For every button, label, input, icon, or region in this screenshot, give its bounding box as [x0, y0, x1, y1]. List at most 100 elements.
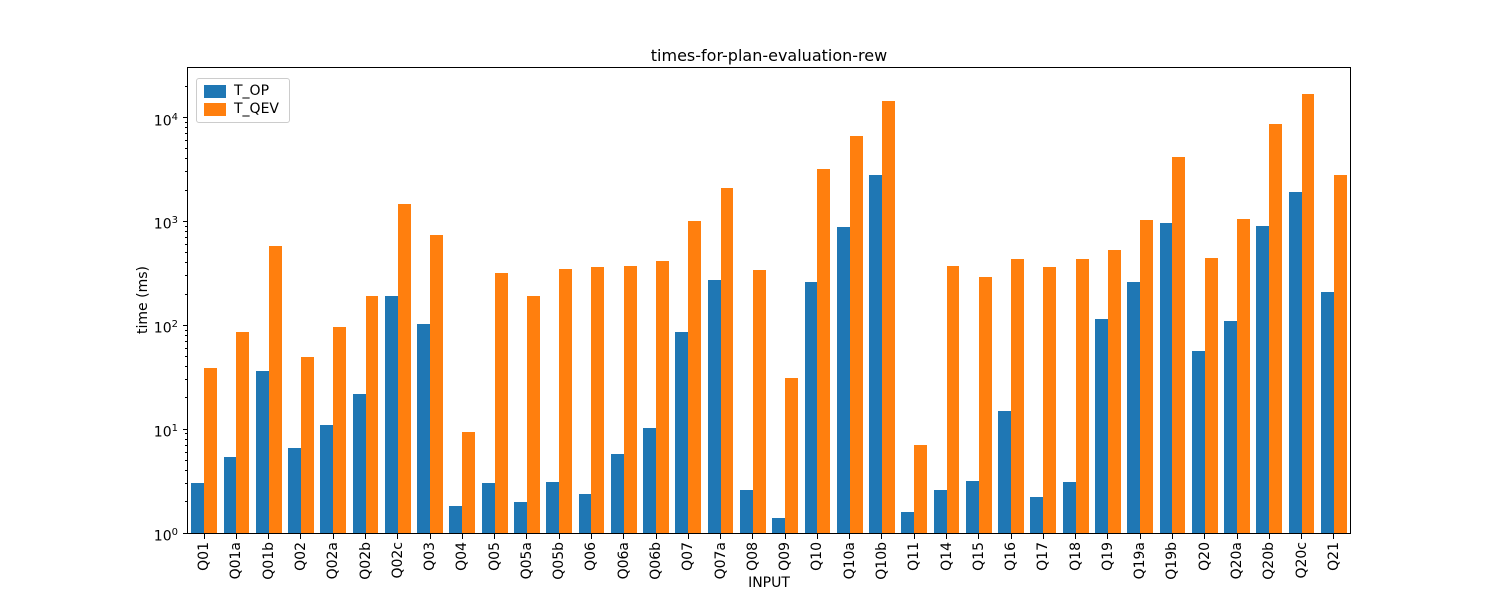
x-tick-label-Q07: Q07 [680, 542, 697, 571]
x-tick [784, 534, 786, 539]
bar-t_op-Q05a [514, 501, 527, 533]
bar-t_qev-Q08 [752, 270, 766, 533]
t-qev-color-swatch [204, 103, 226, 116]
y-minor-tick [185, 379, 188, 381]
y-tick-label: 100 [153, 527, 178, 545]
y-minor-tick [185, 189, 188, 191]
y-minor-tick [185, 334, 188, 336]
x-tick [946, 534, 948, 539]
bar-t_op-Q10 [804, 282, 818, 533]
x-tick-label-Q20c: Q20c [1293, 542, 1310, 579]
x-tick [623, 534, 625, 539]
x-tick [1107, 534, 1109, 539]
y-minor-tick [185, 171, 188, 173]
bar-t_qev-Q20c [1301, 93, 1315, 533]
bar-t_op-Q06a [610, 453, 624, 533]
y-tick-label: 103 [153, 215, 178, 234]
y-minor-tick [185, 133, 188, 135]
x-tick-label-Q11: Q11 [906, 542, 923, 571]
x-tick-label-Q14: Q14 [938, 542, 955, 571]
bar-t_qev-Q19b [1172, 157, 1186, 533]
bar-t_op-Q15 [965, 480, 979, 533]
x-tick-label-Q08: Q08 [744, 542, 761, 571]
legend-label-t-op: T_OP [234, 83, 270, 99]
x-tick-label-Q09: Q09 [777, 542, 794, 571]
x-tick [461, 534, 463, 539]
bar-t_qev-Q10a [849, 135, 863, 533]
bar-t_op-Q01 [191, 483, 205, 533]
y-major-tick [183, 532, 188, 534]
x-tick [881, 534, 883, 539]
x-tick [1139, 534, 1141, 539]
x-tick-label-Q05: Q05 [486, 542, 503, 571]
bar-t_op-Q06 [578, 493, 592, 533]
bar-t_qev-Q18 [1075, 259, 1089, 533]
x-tick-label-Q15: Q15 [970, 542, 987, 571]
bar-t_op-Q01a [223, 456, 237, 533]
x-tick-label-Q21: Q21 [1325, 542, 1342, 571]
x-tick [365, 534, 367, 539]
y-minor-tick [185, 158, 188, 160]
y-major-tick [183, 324, 188, 326]
x-tick [1010, 534, 1012, 539]
y-tick-label: 101 [153, 423, 178, 441]
y-minor-tick [185, 451, 188, 453]
x-tick-label-Q10a: Q10a [841, 542, 858, 580]
bar-t_qev-Q20b [1269, 124, 1283, 533]
bar-t_qev-Q02c [397, 204, 411, 533]
bar-t_qev-Q20 [1204, 258, 1218, 533]
bar-t_qev-Q06 [591, 267, 605, 533]
x-tick [397, 534, 399, 539]
bar-t_qev-Q19a [1140, 220, 1154, 533]
x-tick [300, 534, 302, 539]
bar-t_op-Q10b [869, 174, 882, 533]
bar-t_qev-Q16 [1011, 259, 1024, 533]
x-tick [235, 534, 237, 539]
bar-t_op-Q07a [707, 280, 721, 533]
chart-title: times-for-plan-evaluation-rew [650, 46, 888, 65]
x-tick-label-Q05b: Q05b [551, 542, 568, 580]
y-minor-tick [185, 293, 188, 295]
x-tick-label-Q04: Q04 [454, 542, 471, 571]
y-minor-tick [185, 230, 188, 232]
x-tick [816, 534, 818, 539]
y-tick-label: 104 [153, 111, 178, 130]
bar-t_op-Q01b [255, 371, 269, 533]
bar-t_op-Q10a [836, 227, 850, 533]
x-tick [1171, 534, 1173, 539]
y-minor-tick [185, 397, 188, 399]
legend: T_OP T_QEV [196, 78, 290, 123]
x-tick [1204, 534, 1206, 539]
bar-t_op-Q20b [1256, 225, 1270, 533]
x-tick [1075, 534, 1077, 539]
legend-label-t-qev: T_QEV [234, 101, 279, 117]
y-minor-tick [185, 482, 188, 484]
bar-t_op-Q06b [643, 427, 657, 533]
bar-t_op-Q02b [352, 393, 366, 533]
x-tick [655, 534, 657, 539]
bar-t_qev-Q10 [817, 169, 831, 533]
x-tick-label-Q06: Q06 [583, 542, 600, 571]
x-tick-label-Q19a: Q19a [1132, 542, 1149, 580]
y-minor-tick [185, 121, 188, 123]
x-tick [203, 534, 205, 539]
x-tick-label-Q20a: Q20a [1229, 542, 1246, 580]
x-axis-label: INPUT [748, 575, 790, 591]
bar-t_op-Q20a [1224, 320, 1238, 533]
x-tick [913, 534, 915, 539]
bar-t_qev-Q07 [688, 221, 702, 533]
x-tick-label-Q16: Q16 [1003, 542, 1020, 571]
bar-t_qev-Q05b [559, 268, 573, 533]
bar-t_op-Q19 [1095, 318, 1108, 533]
x-tick-label-Q02b: Q02b [357, 542, 374, 580]
y-tick-label: 102 [153, 319, 178, 337]
bar-t_qev-Q10b [881, 101, 895, 533]
x-tick-label-Q03: Q03 [422, 542, 439, 571]
x-tick-label-Q19: Q19 [1099, 542, 1116, 571]
bar-t_op-Q16 [998, 411, 1012, 533]
y-minor-tick [185, 127, 188, 129]
x-tick-label-Q02c: Q02c [389, 542, 406, 579]
y-minor-tick [185, 433, 188, 435]
x-tick-label-Q02: Q02 [292, 542, 309, 571]
